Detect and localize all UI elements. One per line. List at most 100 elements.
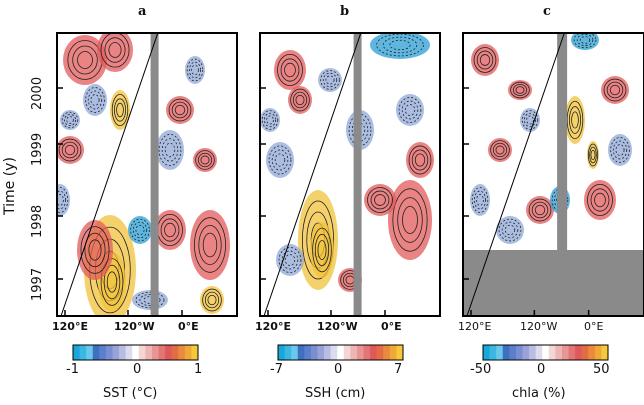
panel-a-contour-12-2 bbox=[132, 221, 148, 239]
panel-b-anomaly-6 bbox=[364, 184, 396, 216]
xtick-c-120w: 120°W bbox=[520, 320, 558, 333]
panel-b-contour-1-2 bbox=[314, 233, 330, 267]
panel-b-mask-column bbox=[353, 33, 362, 316]
panel-b-contour-10-1 bbox=[268, 145, 292, 175]
panel-c-contour-1-3 bbox=[515, 86, 525, 94]
colorbar-b-swatch-10 bbox=[343, 345, 351, 360]
panel-c-contour-7-2 bbox=[492, 142, 508, 158]
panel-b-contour-1-3 bbox=[317, 240, 327, 260]
xtick-a-120w: 120°W bbox=[114, 320, 155, 333]
panel-a-contour-17-1 bbox=[61, 111, 79, 129]
panel-a-anomaly-11 bbox=[193, 148, 217, 172]
panel-b-contour-5-1 bbox=[408, 145, 432, 175]
panel-c-contour-13-1 bbox=[521, 110, 539, 130]
panel-a-anomaly-5 bbox=[154, 210, 186, 250]
panel-a-contour-10-3 bbox=[174, 104, 186, 116]
colorbar-b-swatch-11 bbox=[350, 345, 358, 360]
panel-c-contour-8-1 bbox=[498, 218, 522, 242]
colorbar-c-swatch-15 bbox=[581, 345, 589, 360]
panel-a-anomaly-15 bbox=[57, 184, 70, 216]
colorbar-a-swatch-0 bbox=[73, 345, 81, 360]
cb-b-min: -7 bbox=[270, 362, 283, 377]
panel-b-contour-14-3 bbox=[266, 115, 274, 125]
panel-b-contour-13-3 bbox=[325, 75, 335, 85]
colorbar-b-frame bbox=[277, 344, 404, 361]
colorbar-c-swatch-4 bbox=[509, 345, 517, 360]
cb-a-max: 1 bbox=[194, 362, 203, 377]
panel-a-contour-11-2 bbox=[197, 152, 213, 168]
panel-c-contour-3-1 bbox=[587, 143, 599, 167]
panel-b-contour-12-3 bbox=[284, 254, 296, 266]
colorbar-a-swatch-12 bbox=[151, 345, 160, 360]
panel-b-anomaly-1 bbox=[310, 222, 334, 278]
panel-b-contour-2-2 bbox=[280, 58, 300, 82]
panel-a-propagation-line bbox=[60, 33, 159, 316]
panel-a-contour-10-1 bbox=[168, 98, 192, 122]
panel-a-frame bbox=[56, 32, 238, 317]
panel-a-contour-3-1 bbox=[193, 217, 226, 273]
panel-b-contour-2-3 bbox=[284, 62, 296, 78]
colorbar-c-swatch-9 bbox=[542, 345, 550, 360]
panel-a-contour-13-3 bbox=[90, 94, 100, 106]
panel-a-contour-15-2 bbox=[57, 190, 66, 210]
panel-c-anomaly-5 bbox=[584, 180, 616, 220]
panel-c-contour-12-1 bbox=[610, 137, 630, 163]
colorbar-b-swatch-6 bbox=[317, 345, 325, 360]
panel-c-contour-6-1 bbox=[528, 198, 552, 222]
panel-a-contour-11-1 bbox=[195, 150, 215, 170]
colorbar-a-swatch-1 bbox=[79, 345, 87, 360]
colorbar-b-swatch-8 bbox=[330, 345, 338, 360]
xtick-c-0e: 0°E bbox=[584, 320, 604, 333]
cb-c-mid: 0 bbox=[537, 362, 546, 377]
panel-b-anomaly-10 bbox=[266, 142, 294, 178]
xtick-b-120w: 120°W bbox=[317, 320, 358, 333]
panel-a-anomaly-17 bbox=[60, 110, 80, 130]
cb-a-mid: 0 bbox=[133, 362, 142, 377]
panel-b-contour-2-1 bbox=[277, 54, 303, 87]
panel-a-contour-7-1 bbox=[100, 33, 130, 68]
panel-a-contour-4-1 bbox=[202, 288, 222, 312]
panel-c-anomaly-6 bbox=[526, 196, 554, 224]
panel-a-contour-4-3 bbox=[207, 294, 217, 306]
panel-c-contour-7-1 bbox=[490, 140, 510, 160]
panel-b-anomaly-3 bbox=[288, 86, 312, 114]
panel-a-contour-9-1 bbox=[58, 138, 82, 162]
panel-a-contour-13-2 bbox=[87, 90, 103, 110]
colorbar-b-swatch-12 bbox=[356, 345, 365, 360]
panel-c-propagation-line bbox=[466, 33, 565, 316]
panel-b-anomaly-12 bbox=[276, 244, 304, 276]
xtick-c-120e: 120°E bbox=[458, 320, 492, 333]
panel-c-contour-7-3 bbox=[495, 145, 505, 155]
panel-b-anomaly-2 bbox=[274, 50, 306, 90]
panel-c-contour-8-3 bbox=[504, 224, 516, 236]
panel-b-propagation-line bbox=[263, 33, 362, 316]
cb-c-label: chla (%) bbox=[512, 386, 566, 401]
panel-b-field bbox=[260, 33, 440, 316]
panel-a-contour-8-2 bbox=[114, 98, 127, 122]
colorbar-c-swatch-3 bbox=[502, 345, 510, 360]
colorbar-c-swatch-0 bbox=[483, 345, 491, 360]
panel-a-anomaly-12 bbox=[128, 216, 152, 244]
panel-b-contour-1-1 bbox=[312, 227, 332, 273]
panel-a-contour-5-2 bbox=[160, 218, 180, 242]
panel-c-contour-0-1 bbox=[473, 47, 497, 73]
panel-a-contour-9-2 bbox=[61, 141, 79, 159]
colorbar-b-swatch-13 bbox=[363, 345, 371, 360]
cb-b-max: 7 bbox=[394, 362, 403, 377]
panel-b-contour-12-1 bbox=[278, 247, 302, 273]
colorbar-c-swatch-5 bbox=[515, 345, 523, 360]
colorbar-c-swatch-18 bbox=[601, 345, 609, 360]
panel-c-contour-9-3 bbox=[579, 36, 591, 44]
colorbar-c-frame bbox=[482, 344, 609, 361]
panel-a-anomaly-6 bbox=[63, 35, 107, 85]
colorbar-a-swatch-18 bbox=[191, 345, 199, 360]
panel-c-contour-2-2 bbox=[569, 106, 582, 134]
panel-b-contour-6-1 bbox=[367, 187, 393, 213]
colorbar-c-swatch-11 bbox=[555, 345, 563, 360]
panel-c-contour-0-2 bbox=[476, 50, 494, 70]
panel-c-mask-column bbox=[557, 33, 568, 316]
panel-b-contour-6-2 bbox=[370, 190, 390, 210]
panel-c-contour-5-1 bbox=[587, 183, 613, 216]
panel-a-contour-6-3 bbox=[77, 51, 93, 69]
colorbar-b-swatch-18 bbox=[396, 345, 404, 360]
